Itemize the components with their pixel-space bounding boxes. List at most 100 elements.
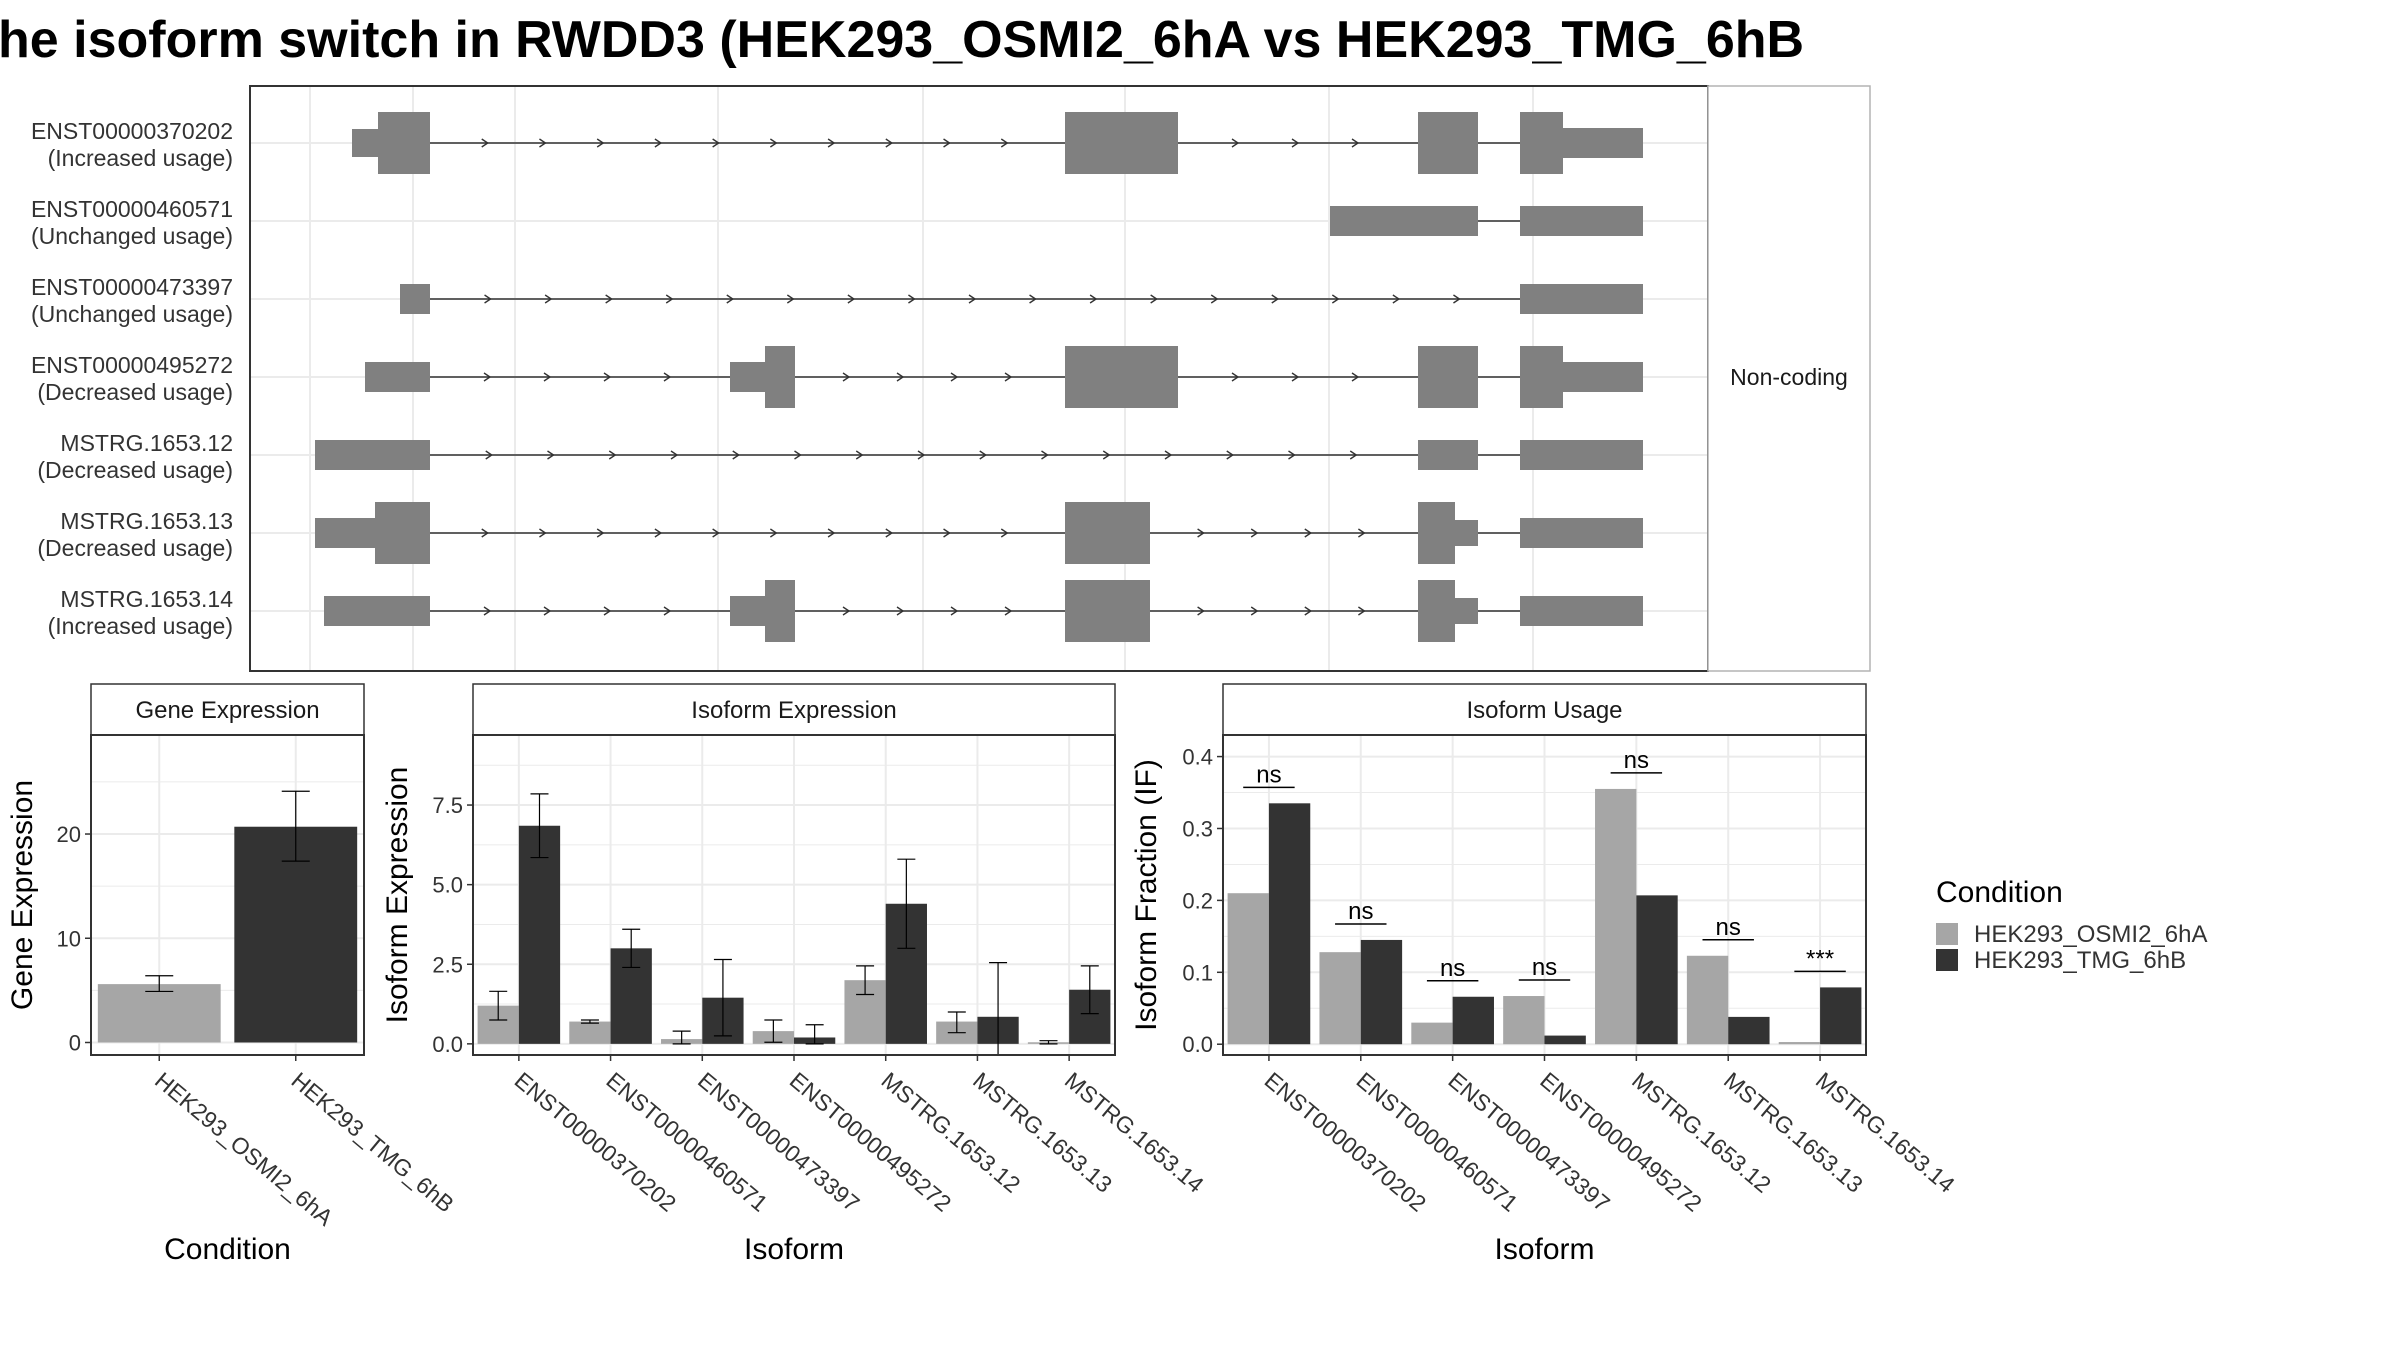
isoform-track-mstrg-1653-14 [324,580,1643,642]
y-axis-title: Isoform Expression [381,767,414,1024]
structure-plot-background [250,86,1708,671]
intron-arrow [1392,294,1401,304]
isoform-id-label: MSTRG.1653.14 [60,586,233,612]
exon [730,596,765,626]
exon [730,362,765,392]
intron-arrow [485,450,494,460]
intron-arrow [665,294,674,304]
intron-arrow [885,138,894,148]
intron-arrow [539,138,547,148]
intron-arrow [654,528,663,538]
intron-arrow [670,450,679,460]
y-tick-label: 2.5 [432,952,463,977]
intron-arrow [1197,606,1205,616]
intron-arrow [481,528,489,538]
significance-label: *** [1806,945,1834,972]
exon [400,284,430,314]
intron-arrow [769,528,778,538]
x-tick-label: ENST00000370202 [1260,1067,1432,1217]
bar-hek293-tmg-6hb [1728,1016,1770,1045]
exon [1418,502,1455,564]
intron-arrow [979,450,988,460]
legend-swatch [1936,949,1958,971]
intron-arrow [663,606,672,616]
intron-arrow [827,528,836,538]
isoform-usage-label: (Decreased usage) [37,379,233,405]
bar-hek293-osmi2-6ha [569,1021,611,1044]
exon [375,502,430,564]
intron-arrow [1004,372,1013,382]
legend-item-label: HEK293_OSMI2_6hA [1974,921,2207,948]
y-tick-label: 0.0 [1182,1032,1213,1057]
bar-hek293-osmi2-6ha [1595,788,1637,1045]
intron-arrow [1004,606,1013,616]
exon [1065,502,1150,564]
exon [1330,206,1478,236]
intron-arrow [654,138,663,148]
significance-label: ns [1440,955,1465,982]
y-tick-label: 0.0 [432,1032,463,1057]
intron-arrow [544,294,553,304]
intron-arrow [539,528,547,538]
x-tick-label: ENST00000370202 [510,1067,682,1217]
isoform-usage-label: (Unchanged usage) [31,223,233,249]
intron-arrow [1288,450,1296,460]
figure-title: he isoform switch in RWDD3 (HEK293_OSMI2… [0,11,1804,69]
significance-label: ns [1716,914,1741,941]
isoform-id-label: ENST00000495272 [31,352,233,378]
isoform-track-mstrg-1653-13 [315,502,1643,564]
intron-arrow [943,138,951,148]
exon [1065,112,1178,174]
isoform-id-label: ENST00000370202 [31,118,233,144]
intron-arrow [885,528,894,538]
intron-arrow [483,372,492,382]
intron-arrow [950,372,959,382]
significance-label: ns [1256,761,1281,788]
isoform-track-enst00000495272 [365,346,1643,408]
intron-arrow [484,294,492,304]
significance-label: ns [1348,898,1373,925]
intron-arrow [842,372,851,382]
exon [365,362,430,392]
panel-strip-title: Gene Expression [135,697,319,724]
exon [315,440,430,470]
intron-arrow [712,528,720,538]
intron-arrow [547,450,555,460]
intron-arrow [1231,372,1240,382]
structure-facet-strip [1707,85,1871,672]
intron-arrow [1089,294,1098,304]
intron-arrow [596,138,605,148]
intron-arrow [1029,294,1037,304]
intron-arrow [481,138,489,148]
y-tick-label: 10 [57,926,81,951]
facet-label-noncoding: Non-coding [1730,364,1848,390]
exon [1563,362,1643,392]
panel-strip [90,683,365,736]
intron-arrow [608,450,617,460]
intron-arrow [917,450,926,460]
bar-hek293-osmi2-6ha [1503,996,1545,1045]
exon [765,580,795,642]
intron-arrow [1150,294,1158,304]
intron-arrow [1291,372,1300,382]
y-axis-title: Isoform Fraction (IF) [1130,759,1163,1031]
y-tick-label: 20 [57,822,81,847]
panel-strip-title: Isoform Expression [691,697,896,724]
intron-arrow [950,606,959,616]
isoform-usage-label: (Increased usage) [48,613,233,639]
isoform-track-mstrg-1653-12 [315,440,1643,470]
bar-hek293-osmi2-6ha [1227,893,1269,1045]
bar-hek293-tmg-6hb [1268,803,1311,1045]
intron-arrow [968,294,977,304]
x-tick-label: ENST00000473397 [1443,1067,1615,1217]
panel-strip-title: Isoform Usage [1466,697,1622,724]
bar-hek293-tmg-6hb [1360,939,1403,1045]
isoform-usage-label: (Decreased usage) [37,535,233,561]
y-tick-label: 0.1 [1182,960,1213,985]
intron-arrow [1331,294,1340,304]
isoform-usage-label: (Unchanged usage) [31,301,233,327]
isoform-track-enst00000460571 [1330,206,1643,236]
bar-hek293-tmg-6hb [1452,996,1494,1045]
